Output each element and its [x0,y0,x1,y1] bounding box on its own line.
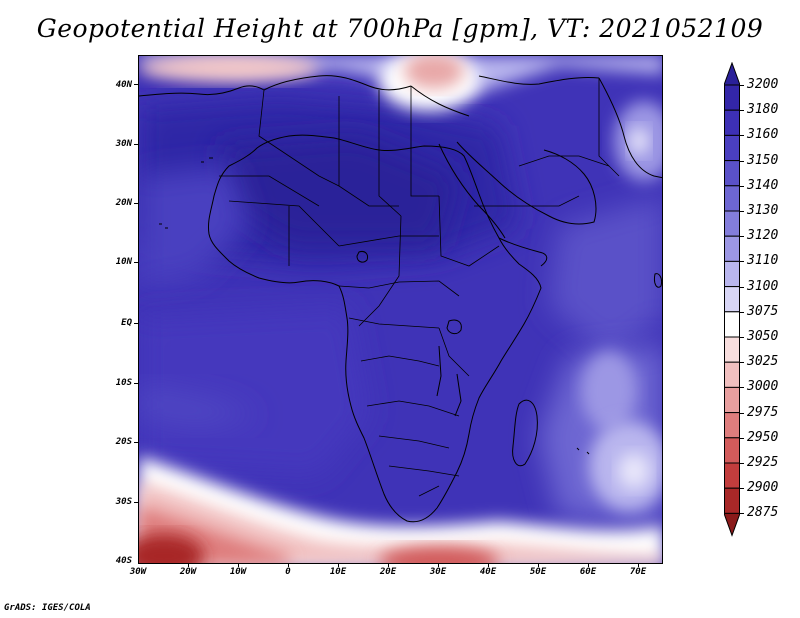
lat-label-10n: 10N [115,257,132,267]
colorbar-cell [724,235,740,262]
colorbar-tick [740,387,744,389]
lon-label-20w: 20W [179,567,197,577]
colorbar-cell [724,336,740,363]
lon-label-70e: 70E [629,567,647,577]
lon-label-30e: 30E [429,567,447,577]
map-plot-area [138,55,663,564]
colorbar-cell [724,84,740,111]
lat-label-eq: EQ [121,318,132,328]
lat-label-30s: 30S [115,497,132,507]
geopotential-field-map [139,56,662,563]
grads-credit: GrADS: IGES/COLA [4,603,91,613]
colorbar-tick [740,160,744,162]
colorbar-cell [724,109,740,136]
colorbar-level-label: 3140 [747,177,779,193]
chart-title: Geopotential Height at 700hPa [gpm], VT:… [36,14,764,43]
lon-label-40e: 40E [479,567,497,577]
colorbar-level-label: 3120 [747,228,779,244]
colorbar-level-label: 2925 [747,455,779,470]
colorbar-cell [724,311,740,338]
colorbar-tick [740,311,744,313]
lat-label-10s: 10S [115,378,132,388]
colorbar-level-label: 3130 [747,203,779,218]
lat-label-30n: 30N [115,139,132,149]
lon-label-50e: 50E [529,567,547,577]
colorbar-cell [724,361,740,388]
colorbar-cell [724,185,740,212]
colorbar-level-label: 3150 [747,152,779,168]
colorbar-tick [740,85,744,86]
colorbar-tick [740,110,744,112]
colorbar-cell [724,134,740,162]
colorbar-tick [740,185,744,187]
lat-label-40s: 40S [115,556,132,566]
colorbar-tick [740,135,744,137]
colorbar-cell [724,462,740,489]
colorbar-tick [740,437,744,439]
colorbar-top-triangle [724,62,740,86]
country-borders [219,78,620,497]
colorbar-cell [724,286,740,313]
colorbar-cell [724,160,740,187]
lon-label-0: 0 [285,567,291,577]
colorbar-level-label: 3050 [747,329,779,344]
colorbar-level-label: 2950 [747,429,779,445]
colorbar-level-label: 3100 [747,278,779,294]
colorbar-tick [740,261,744,263]
colorbar-tick [740,211,744,212]
lon-label-60e: 60E [579,567,597,577]
colorbar-level-label: 3075 [747,303,779,319]
colorbar-level-label: 2900 [747,480,779,496]
colorbar-bottom-triangle [724,512,740,537]
colorbar-cell [724,487,740,514]
colorbar-tick [740,286,744,288]
colorbar-level-label: 3110 [747,253,779,269]
lon-label-20e: 20E [379,567,397,577]
colorbar-cell [724,260,740,288]
colorbar-level-label: 2975 [747,404,779,420]
colorbar-level-label: 3200 [747,77,779,92]
colorbar-tick [740,337,744,338]
colorbar-level-label: 3160 [747,127,779,143]
colorbar-level-label: 3180 [747,102,779,118]
colorbar-level-label: 2875 [747,505,779,521]
colorbar-level-label: 3025 [747,354,779,370]
field-shading [139,56,662,563]
lon-label-10w: 10W [229,567,247,577]
lat-label-20n: 20N [115,198,132,208]
colorbar-cell [724,210,740,237]
lon-label-10e: 10E [329,567,347,577]
colorbar-level-label: 3000 [747,379,779,395]
colorbar-tick [740,488,744,490]
colorbar-svg [724,62,740,537]
colorbar-tick [740,362,744,364]
colorbar-tick [740,513,744,515]
lon-label-30w: 30W [129,567,147,577]
lat-label-40n: 40N [115,80,132,90]
colorbar-cell [724,386,740,414]
colorbar-cell [724,412,740,439]
colorbar-tick [740,236,744,238]
colorbar-tick [740,463,744,464]
lat-label-20s: 20S [115,437,132,447]
colorbar-tick [740,412,744,414]
colorbar-cell [724,437,740,464]
